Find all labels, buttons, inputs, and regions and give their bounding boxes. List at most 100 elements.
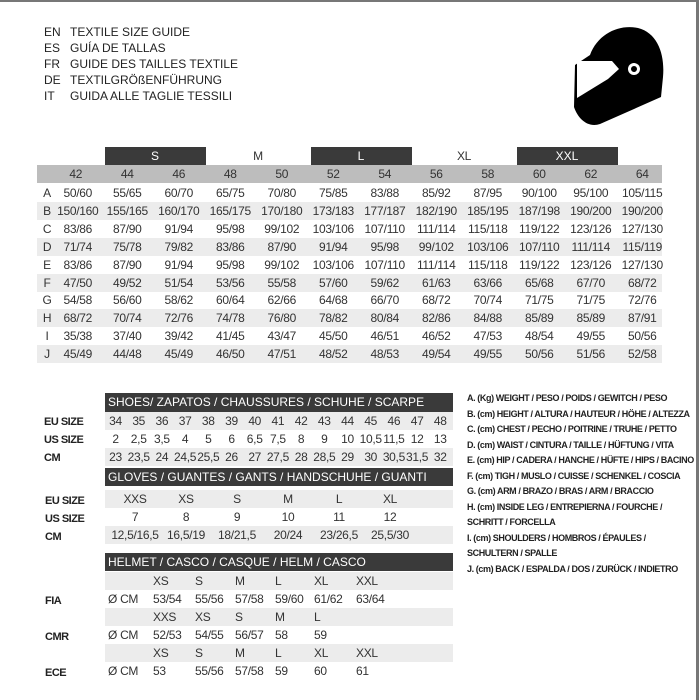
standard-label: CMR: [45, 631, 69, 643]
size-header: 50: [275, 167, 289, 181]
title-text: TEXTILGRÖßENFÜHRUNG: [70, 73, 223, 87]
shoe-size-cell: 26: [225, 450, 238, 464]
shoe-size-cell: 28: [294, 450, 308, 464]
measurement-cell: 115/118: [468, 221, 508, 236]
shoe-size-cell: 25,5: [197, 450, 220, 464]
measurement-cell: 43/47: [267, 329, 297, 344]
measurement-cell: 82/86: [421, 311, 451, 326]
row-shade: [105, 644, 453, 662]
row-shade: [37, 237, 662, 256]
size-group-header: XL: [456, 149, 472, 163]
helmet-size-label: L: [275, 646, 282, 660]
measurement-cell: 49/54: [421, 347, 451, 362]
measurement-cell: 39/42: [164, 329, 194, 344]
shoe-size-cell: 47: [410, 414, 424, 428]
helmet-size-label: XS: [153, 646, 169, 660]
measurement-cell: 51/56: [576, 347, 606, 362]
row-shade: [105, 572, 453, 590]
glove-size-cell: 7: [131, 510, 139, 524]
row-shade: [37, 345, 662, 364]
shoe-size-cell: 30: [364, 450, 378, 464]
measurement-cell: 103/106: [312, 257, 355, 272]
measurement-cell: 87/91: [627, 311, 657, 326]
glove-size-cell: 23/26,5: [320, 528, 358, 542]
measurement-cell: 107/110: [364, 257, 406, 272]
measurement-cell: 48/53: [370, 347, 400, 362]
helmet-header: HELMET / CASCO / CASQUE / HELM / CASCO: [105, 553, 453, 571]
measurement-cell: 51/54: [164, 275, 194, 290]
shoe-size-cell: 48: [433, 414, 447, 428]
measurement-cell: 45/50: [318, 329, 348, 344]
helmet-circumference-cell: 56/57: [235, 628, 264, 642]
helmet-size-label: S: [235, 610, 243, 624]
shoe-size-cell: 30,5: [382, 450, 405, 464]
title-it: IT GUIDA ALLE TAGLIE TESSILI: [44, 88, 238, 104]
measurement-cell: 46/51: [370, 329, 400, 344]
row-letter: D: [42, 239, 52, 254]
helmet-circumference-cell: 61: [356, 664, 369, 678]
row-letter: H: [42, 311, 52, 326]
row-shade: [105, 526, 453, 544]
shoe-size-cell: 43: [317, 414, 331, 428]
measurement-cell: 45/49: [63, 347, 93, 362]
size-group-header: XXL: [516, 147, 618, 165]
shoe-size-cell: 24: [155, 450, 169, 464]
size-group-header: M: [253, 149, 263, 163]
glove-size-cell: 12: [383, 510, 397, 524]
measurement-cell: 165/175: [209, 203, 252, 218]
row-label: US SIZE: [45, 513, 85, 525]
shoe-size-cell: 28,5: [313, 450, 336, 464]
title-es: ES GUÍA DE TALLAS: [44, 40, 238, 56]
measurement-cell: 50/56: [524, 347, 554, 362]
measurement-cell: 155/165: [106, 203, 149, 218]
helmet-circumference-cell: 59: [314, 628, 327, 642]
helmet-size-label: M: [235, 646, 245, 660]
size-group-header: S: [104, 147, 206, 165]
size-header: 64: [635, 167, 649, 181]
size-header: 62: [584, 167, 598, 181]
size-header-row: [37, 165, 662, 183]
measurement-cell: 58/62: [164, 293, 194, 308]
measurement-cell: 54/58: [63, 293, 93, 308]
measurement-cell: 46/52: [421, 329, 451, 344]
measurement-cell: 115/118: [468, 257, 508, 272]
measurement-cell: 72/76: [627, 293, 657, 308]
measurement-cell: 66/70: [370, 293, 400, 308]
helmet-circumference-cell: 57/58: [235, 592, 264, 606]
measurement-cell: 115/119: [622, 239, 663, 254]
measurement-cell: 83/86: [63, 221, 93, 236]
measurement-cell: 123/126: [570, 257, 612, 272]
shoe-size-cell: 6: [228, 432, 235, 446]
measurement-cell: 48/54: [524, 329, 554, 344]
helmet-circumference-cell: 63/64: [356, 592, 385, 606]
title-en: EN TEXTILE SIZE GUIDE: [44, 24, 238, 40]
gloves-header: GLOVES / GUANTES / GANTS / HANDSCHUHE / …: [105, 468, 453, 486]
measurement-cell: 60/64: [215, 293, 245, 308]
title-text: TEXTILE SIZE GUIDE: [70, 25, 191, 39]
measurement-cell: 87/95: [473, 186, 503, 200]
measurement-cell: 111/114: [416, 221, 456, 236]
shoe-size-cell: 29: [341, 450, 354, 464]
helmet-size-label: M: [275, 610, 285, 624]
helmet-circumference-cell: 60: [314, 664, 327, 678]
measurement-cell: 177/187: [364, 203, 406, 218]
title-de: DE TEXTILGRÖßENFÜHRUNG: [44, 72, 238, 88]
helmet-size-label: XXS: [153, 610, 177, 624]
shoe-size-cell: 32: [433, 450, 447, 464]
legend-item: C. (cm) CHEST / PECHO / POITRINE / TRUHE…: [467, 424, 677, 434]
shoe-size-cell: 38: [201, 414, 215, 428]
measurement-cell: 190/200: [621, 203, 664, 218]
size-header: 56: [429, 167, 443, 181]
shoe-size-cell: 10: [341, 432, 354, 446]
measurement-cell: 90/100: [521, 186, 557, 200]
shoe-size-cell: 39: [225, 414, 238, 428]
measurement-cell: 123/126: [570, 221, 612, 236]
legend-item: B. (cm) HEIGHT / ALTURA / HAUTEUR / HÖHE…: [467, 408, 690, 419]
measurement-cell: 49/55: [576, 329, 606, 344]
measurement-cell: 85/92: [421, 186, 451, 200]
title-fr: FR GUIDE DES TAILLES TEXTILE: [44, 56, 238, 72]
measurement-cell: 99/102: [418, 239, 454, 254]
glove-size-cell: 8: [182, 510, 190, 524]
measurement-cell: 50/56: [627, 329, 657, 344]
helmet-size-label: XL: [314, 646, 329, 660]
